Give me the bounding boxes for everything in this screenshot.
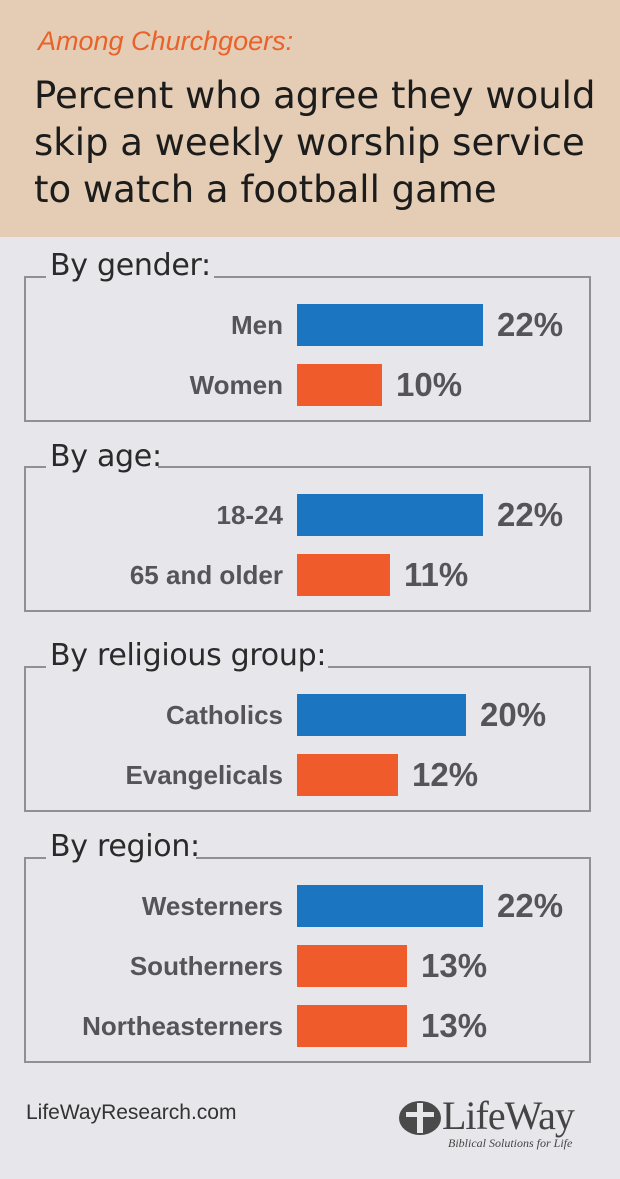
data-label: 20%: [480, 696, 547, 733]
group-label: By gender:: [50, 248, 211, 283]
category-label: Evangelicals: [125, 760, 283, 790]
category-label: Southerners: [129, 951, 283, 981]
data-label: 22%: [497, 887, 564, 924]
category-label: Women: [189, 370, 283, 400]
bar: [297, 554, 390, 596]
data-label: 22%: [497, 496, 564, 533]
category-label: 18-24: [216, 500, 284, 530]
chart-title: Percent who agree they would skip a week…: [34, 74, 596, 211]
category-label: Men: [231, 310, 283, 340]
group-label: By age:: [50, 439, 162, 474]
bar: [297, 304, 483, 346]
bar: [297, 754, 398, 796]
lifeway-logo: LifeWay Biblical Solutions for Life: [398, 1093, 598, 1152]
category-label: Westerners: [141, 891, 283, 921]
data-label: 11%: [404, 556, 469, 593]
group-label: By region:: [50, 829, 200, 864]
data-label: 12%: [412, 756, 479, 793]
bar: [297, 694, 466, 736]
data-label: 22%: [497, 306, 564, 343]
logo-tagline: Biblical Solutions for Life: [448, 1136, 573, 1150]
category-label: Catholics: [165, 700, 283, 730]
lifeway-logo-icon: [399, 1101, 441, 1135]
header-banner: Among Churchgoers: Percent who agree the…: [0, 0, 620, 237]
data-label: 10%: [396, 366, 463, 403]
chart-subtitle: Among Churchgoers:: [38, 26, 294, 56]
bar: [297, 885, 483, 927]
group-label: By religious group:: [50, 638, 327, 673]
category-label: 65 and older: [129, 560, 283, 590]
bar: [297, 364, 382, 406]
bar: [297, 1005, 407, 1047]
logo-wordmark: LifeWay: [442, 1093, 575, 1138]
group-label-background: [46, 854, 196, 862]
data-label: 13%: [421, 1007, 488, 1044]
data-label: 13%: [421, 947, 488, 984]
group-label-background: [46, 663, 328, 671]
footer-url[interactable]: LifeWayResearch.com: [26, 1101, 237, 1124]
bar: [297, 945, 407, 987]
group-label-background: [46, 273, 214, 281]
bar: [297, 494, 483, 536]
category-label: Northeasterners: [82, 1011, 283, 1041]
group-label-background: [46, 463, 158, 471]
